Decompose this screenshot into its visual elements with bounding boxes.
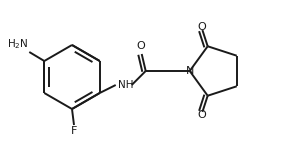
Text: O: O — [197, 110, 206, 120]
Text: F: F — [71, 126, 77, 136]
Text: H$_2$N: H$_2$N — [7, 37, 28, 51]
Text: N: N — [186, 66, 194, 76]
Text: O: O — [197, 22, 206, 32]
Text: NH: NH — [118, 80, 133, 90]
Text: O: O — [136, 41, 145, 51]
